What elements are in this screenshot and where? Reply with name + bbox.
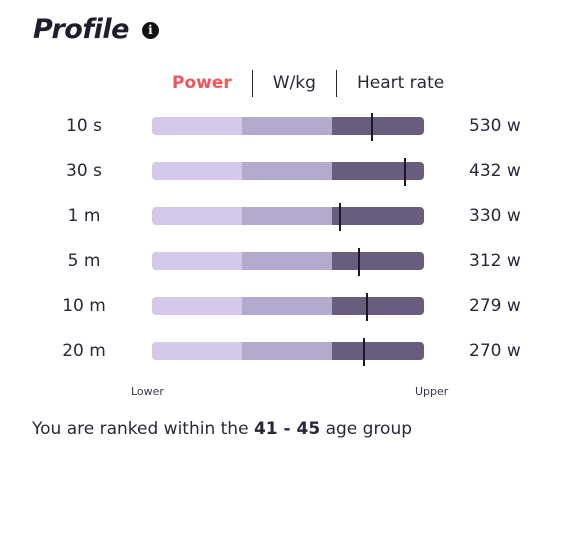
duration-label: 10 m xyxy=(62,296,106,316)
range-bar xyxy=(152,113,424,141)
rank-marker xyxy=(363,338,366,366)
scale-lower-label: Lower xyxy=(131,385,164,398)
range-band-low xyxy=(152,297,242,315)
power-value: 312 w xyxy=(469,251,521,271)
range-band-low xyxy=(152,162,242,180)
rank-marker xyxy=(357,248,360,276)
range-bar xyxy=(152,158,424,186)
scale-upper-label: Upper xyxy=(415,385,449,398)
range-band-low xyxy=(152,342,242,360)
profile-row: 30 s 432 w xyxy=(0,158,576,186)
info-icon[interactable]: i xyxy=(141,22,159,39)
range-band-high xyxy=(332,162,424,180)
profile-row: 1 m 330 w xyxy=(0,203,576,231)
age-group-ranking: You are ranked within the 41 - 45 age gr… xyxy=(32,419,412,439)
range-band-high xyxy=(332,117,424,135)
ranking-prefix: You are ranked within the xyxy=(32,419,249,439)
range-band-mid xyxy=(242,297,332,315)
profile-row: 10 m 279 w xyxy=(0,293,576,321)
range-band-high xyxy=(332,297,424,315)
range-band-mid xyxy=(242,117,332,135)
range-band-mid xyxy=(242,252,332,270)
profile-row: 20 m 270 w xyxy=(0,338,576,366)
range-bar xyxy=(152,203,424,231)
page-title: Profile xyxy=(33,14,129,45)
range-band-high xyxy=(332,207,424,225)
tab-power[interactable]: Power xyxy=(172,73,232,93)
range-bar xyxy=(152,293,424,321)
range-band-low xyxy=(152,207,242,225)
range-bar xyxy=(152,338,424,366)
tab-heart-rate[interactable]: Heart rate xyxy=(356,73,445,93)
range-band-low xyxy=(152,117,242,135)
duration-label: 1 m xyxy=(67,206,101,226)
power-value: 279 w xyxy=(469,296,521,316)
range-bar xyxy=(152,248,424,276)
range-band-high xyxy=(332,342,424,360)
range-band-high xyxy=(332,252,424,270)
ranking-suffix: age group xyxy=(325,419,413,439)
range-band-mid xyxy=(242,162,332,180)
power-value: 530 w xyxy=(469,116,521,136)
title-row: Profile i xyxy=(33,14,159,45)
power-value: 270 w xyxy=(469,341,521,361)
rank-marker xyxy=(365,293,368,321)
tab-divider xyxy=(335,70,337,97)
age-group-value: 41 - 45 xyxy=(253,419,321,439)
rank-marker xyxy=(403,158,406,186)
rank-marker xyxy=(371,113,374,141)
range-band-mid xyxy=(242,342,332,360)
duration-label: 20 m xyxy=(62,341,106,361)
range-band-low xyxy=(152,252,242,270)
tab-wkg[interactable]: W/kg xyxy=(272,73,316,93)
power-value: 432 w xyxy=(469,161,521,181)
duration-label: 30 s xyxy=(66,161,102,181)
profile-row: 10 s 530 w xyxy=(0,113,576,141)
metric-tabs: Power W/kg Heart rate xyxy=(160,70,464,97)
profile-row: 5 m 312 w xyxy=(0,248,576,276)
range-band-mid xyxy=(242,207,332,225)
duration-label: 5 m xyxy=(67,251,101,271)
rank-marker xyxy=(338,203,341,231)
duration-label: 10 s xyxy=(66,116,102,136)
tab-divider xyxy=(251,70,253,97)
power-value: 330 w xyxy=(469,206,521,226)
